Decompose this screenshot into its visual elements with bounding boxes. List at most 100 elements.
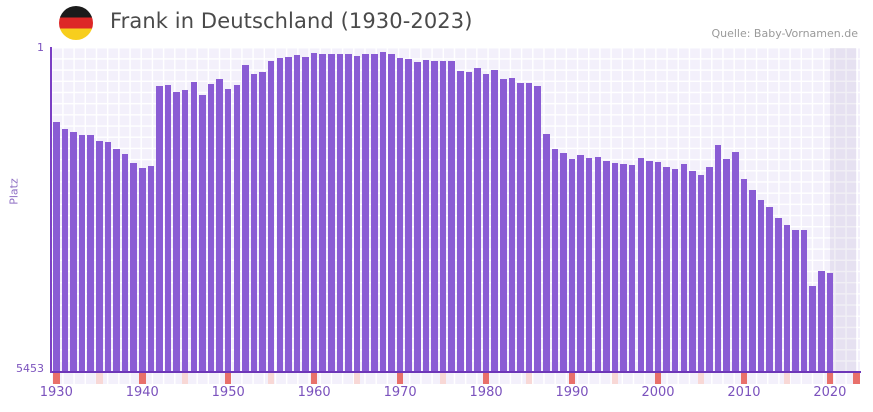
bar[interactable] <box>138 168 146 372</box>
bar[interactable] <box>826 273 834 372</box>
bar[interactable] <box>594 157 602 372</box>
bar[interactable] <box>706 166 713 372</box>
bar[interactable] <box>560 152 567 372</box>
bar[interactable] <box>328 54 335 372</box>
bar[interactable] <box>749 189 756 372</box>
bar[interactable] <box>646 161 653 372</box>
x-axis-major-tick <box>654 373 662 384</box>
bar[interactable] <box>345 53 352 372</box>
bar[interactable] <box>414 62 421 372</box>
bar[interactable] <box>689 171 696 372</box>
bar[interactable] <box>783 225 791 372</box>
bar[interactable] <box>293 55 301 372</box>
bar[interactable] <box>500 78 507 372</box>
bar[interactable] <box>800 229 808 372</box>
bar[interactable] <box>78 135 86 372</box>
bar[interactable] <box>353 55 361 372</box>
bar[interactable] <box>233 85 241 372</box>
bar[interactable] <box>439 61 447 372</box>
bar[interactable] <box>405 58 412 372</box>
x-axis-tick-label: 1930 <box>39 385 73 400</box>
bar[interactable] <box>96 140 103 372</box>
bar[interactable] <box>568 159 576 372</box>
bar[interactable] <box>190 82 198 372</box>
bar[interactable] <box>517 82 524 372</box>
bar[interactable] <box>199 94 206 372</box>
bar[interactable] <box>534 85 541 372</box>
bar[interactable] <box>422 59 430 372</box>
bar[interactable] <box>130 163 137 372</box>
bar[interactable] <box>379 51 387 372</box>
bar[interactable] <box>173 91 180 372</box>
bar[interactable] <box>611 163 619 372</box>
bar[interactable] <box>362 54 369 372</box>
bar[interactable] <box>714 144 722 372</box>
bar[interactable] <box>766 207 773 372</box>
bar[interactable] <box>818 271 825 372</box>
bar[interactable] <box>53 121 60 372</box>
bar[interactable] <box>250 74 258 372</box>
bar[interactable] <box>259 71 266 372</box>
bar[interactable] <box>70 132 77 372</box>
x-axis-minor-tick <box>611 373 619 384</box>
bar[interactable] <box>61 128 69 372</box>
bar[interactable] <box>620 164 627 372</box>
bar[interactable] <box>775 217 782 372</box>
bar[interactable] <box>336 54 344 372</box>
bar[interactable] <box>740 178 748 372</box>
bar[interactable] <box>577 155 584 372</box>
bar[interactable] <box>113 148 120 372</box>
x-axis-major-tick <box>853 373 860 384</box>
bar[interactable] <box>663 167 670 372</box>
bar[interactable] <box>448 61 455 372</box>
x-axis-major-tick <box>53 373 60 384</box>
bar[interactable] <box>680 163 688 372</box>
bar[interactable] <box>87 135 94 372</box>
bar[interactable] <box>319 53 327 372</box>
bar[interactable] <box>285 57 292 372</box>
bar[interactable] <box>207 83 215 372</box>
bar[interactable] <box>585 158 593 372</box>
bar[interactable] <box>491 69 498 372</box>
bar[interactable] <box>603 160 610 372</box>
bar[interactable] <box>542 134 550 372</box>
bar[interactable] <box>181 89 189 372</box>
bar[interactable] <box>809 286 816 372</box>
bar[interactable] <box>474 68 481 372</box>
bar[interactable] <box>697 175 705 372</box>
bar[interactable] <box>671 168 679 372</box>
bar[interactable] <box>637 158 645 372</box>
bar[interactable] <box>628 165 636 372</box>
bar[interactable] <box>164 85 172 372</box>
bar[interactable] <box>147 165 155 372</box>
bar[interactable] <box>267 61 275 372</box>
bar[interactable] <box>757 200 765 372</box>
bar[interactable] <box>525 83 533 372</box>
bar[interactable] <box>371 53 378 372</box>
bar[interactable] <box>388 54 395 372</box>
bar[interactable] <box>431 60 438 372</box>
bar[interactable] <box>465 71 473 372</box>
bar[interactable] <box>242 64 249 372</box>
bar[interactable] <box>732 152 739 372</box>
bar[interactable] <box>457 70 464 372</box>
x-axis-minor-tick <box>525 373 533 384</box>
bar[interactable] <box>654 162 662 372</box>
bar[interactable] <box>792 229 799 372</box>
bar[interactable] <box>482 73 490 372</box>
bar[interactable] <box>121 153 129 372</box>
x-axis-tick-label: 1990 <box>555 385 589 400</box>
bar[interactable] <box>276 57 284 372</box>
bar[interactable] <box>310 52 318 372</box>
bar[interactable] <box>224 88 232 372</box>
bar[interactable] <box>723 159 731 372</box>
x-axis-tick-label: 1980 <box>469 385 503 400</box>
bar[interactable] <box>551 149 559 372</box>
bar[interactable] <box>216 79 223 372</box>
bar[interactable] <box>104 141 112 372</box>
bar[interactable] <box>508 78 516 372</box>
y-axis-tick-top: 1 <box>37 41 44 54</box>
bar[interactable] <box>156 85 163 372</box>
bar[interactable] <box>302 57 309 372</box>
bar[interactable] <box>396 58 404 372</box>
